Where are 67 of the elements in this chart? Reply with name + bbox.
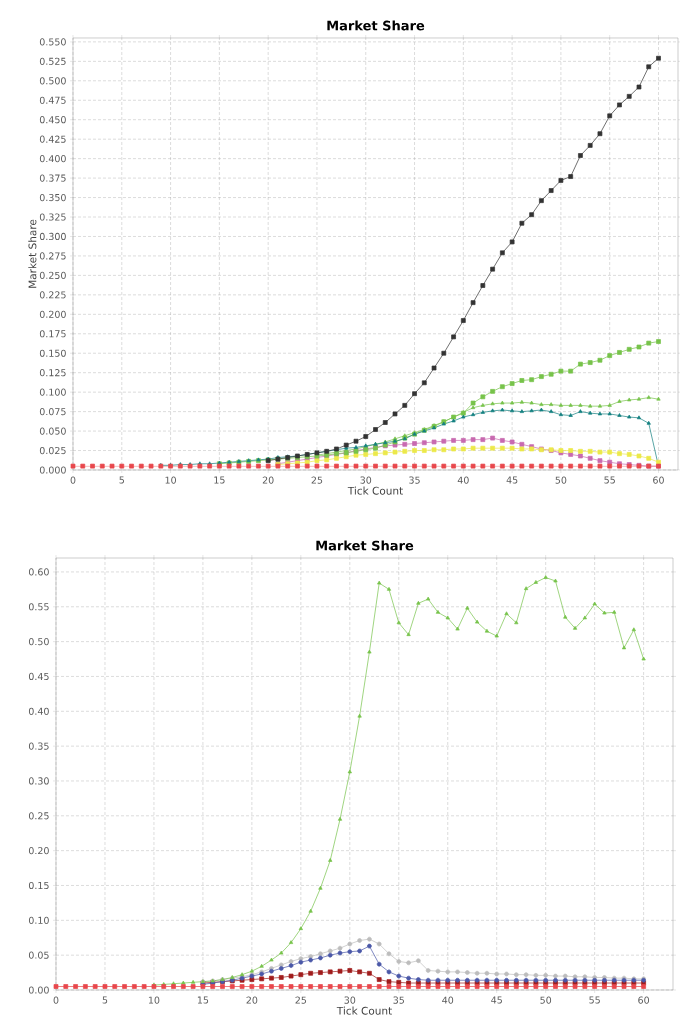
y-tick-label: 0.375 xyxy=(39,174,66,182)
x-tick-label: 50 xyxy=(555,476,567,484)
chart-title: Market Share xyxy=(316,540,414,551)
y-tick-label: 0.15 xyxy=(28,881,49,890)
chart-title: Market Share xyxy=(327,20,425,31)
x-tick-label: 50 xyxy=(540,996,552,1004)
x-tick-label: 5 xyxy=(119,476,124,484)
y-tick-label: 0.225 xyxy=(39,291,66,299)
y-tick-label: 0.300 xyxy=(39,232,66,241)
x-tick-label: 30 xyxy=(360,476,372,484)
x-tick-label: 10 xyxy=(165,476,176,484)
x-tick-label: 55 xyxy=(589,996,600,1004)
y-tick-label: 0.10 xyxy=(28,916,49,924)
y-tick-label: 0.075 xyxy=(39,408,66,416)
y-tick-label: 0.250 xyxy=(39,271,66,279)
x-tick-label: 40 xyxy=(457,476,469,484)
x-tick-label: 20 xyxy=(246,996,258,1004)
y-tick-label: 0.400 xyxy=(39,155,66,163)
y-tick-label: 0.50 xyxy=(28,638,49,646)
y-tick-label: 0.30 xyxy=(28,777,49,785)
x-tick-label: 40 xyxy=(442,996,454,1004)
y-tick-label: 0.025 xyxy=(39,446,66,455)
y-tick-label: 0.475 xyxy=(39,96,66,104)
x-tick-label: 25 xyxy=(311,476,323,484)
x-tick-label: 0 xyxy=(53,996,59,1004)
y-tick-label: 0.20 xyxy=(28,847,49,855)
x-tick-label: 55 xyxy=(604,476,615,484)
y-tick-label: 0.425 xyxy=(39,135,66,143)
x-tick-label: 45 xyxy=(506,476,518,484)
y-tick-label: 0.450 xyxy=(39,116,66,124)
x-tick-label: 5 xyxy=(102,996,108,1004)
y-tick-label: 0.000 xyxy=(39,466,66,474)
y-axis-title: Market Share xyxy=(28,219,37,288)
y-tick-label: 0.550 xyxy=(39,38,66,46)
y-tick-label: 0.25 xyxy=(28,812,49,820)
y-tick-label: 0.150 xyxy=(39,349,66,357)
y-tick-label: 0.55 xyxy=(28,603,49,611)
x-tick-label: 0 xyxy=(70,476,76,484)
x-axis-title: Tick Count xyxy=(336,1006,392,1015)
y-tick-label: 0.050 xyxy=(39,427,66,435)
y-tick-label: 0.05 xyxy=(28,951,49,959)
y-tick-label: 0.40 xyxy=(28,707,49,715)
x-tick-label: 60 xyxy=(638,996,650,1004)
y-tick-label: 0.100 xyxy=(39,388,66,396)
y-tick-label: 0.125 xyxy=(39,369,66,377)
x-tick-label: 25 xyxy=(295,996,307,1004)
x-tick-label: 15 xyxy=(214,476,225,484)
y-tick-label: 0.325 xyxy=(39,213,66,221)
y-tick-label: 0.200 xyxy=(39,310,66,318)
y-tick-label: 0.350 xyxy=(39,193,66,202)
x-tick-label: 30 xyxy=(344,996,356,1004)
x-tick-label: 35 xyxy=(409,476,420,484)
x-tick-label: 10 xyxy=(148,996,160,1004)
x-tick-label: 15 xyxy=(197,996,209,1004)
y-tick-label: 0.00 xyxy=(28,986,49,994)
x-tick-label: 45 xyxy=(491,996,502,1004)
y-tick-label: 0.275 xyxy=(39,252,66,260)
x-tick-label: 60 xyxy=(653,476,664,484)
y-tick-label: 0.35 xyxy=(28,742,49,750)
y-tick-label: 0.525 xyxy=(39,57,66,65)
y-tick-label: 0.500 xyxy=(39,77,66,85)
y-tick-label: 0.45 xyxy=(28,672,49,681)
y-tick-label: 0.175 xyxy=(39,330,66,338)
x-tick-label: 35 xyxy=(393,996,404,1004)
x-tick-label: 20 xyxy=(262,476,274,484)
y-tick-label: 0.60 xyxy=(28,568,49,576)
x-axis-title: Tick Count xyxy=(347,486,403,495)
